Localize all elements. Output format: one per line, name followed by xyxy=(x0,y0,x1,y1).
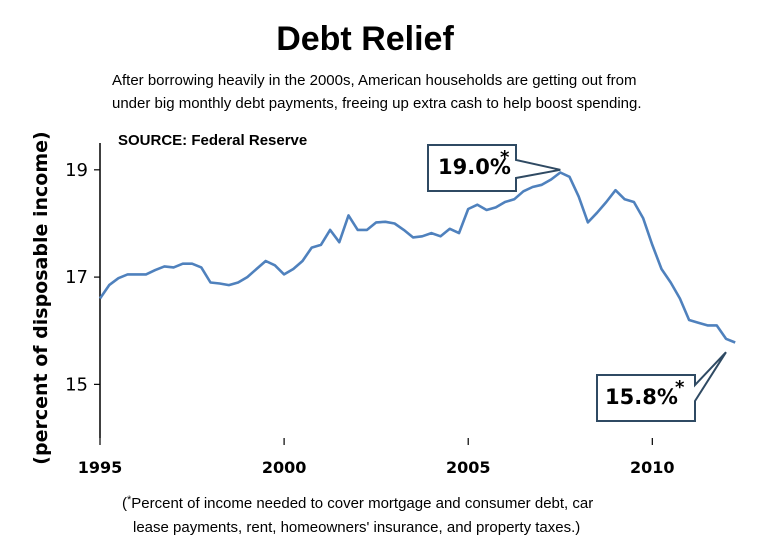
series-line xyxy=(98,171,736,344)
y-axis: 15 17 19 xyxy=(65,160,100,395)
footnote-open-paren: ( xyxy=(122,495,127,512)
chart-subtitle-line-2: under big monthly debt payments, freeing… xyxy=(112,95,642,112)
callout-latest-star: * xyxy=(675,377,685,398)
x-axis: 1995 2000 2005 2010 xyxy=(78,438,675,477)
footnote-line-1: (*Percent of income needed to cover mort… xyxy=(122,494,593,512)
y-tick-label: 15 xyxy=(65,374,88,395)
callout-latest-value: 15.8% xyxy=(605,385,678,409)
y-tick-label: 19 xyxy=(65,160,88,181)
y-axis-label: (percent of disposable income) xyxy=(30,131,52,464)
y-tick-label: 17 xyxy=(65,267,88,288)
footnote-text-1: Percent of income needed to cover mortga… xyxy=(131,495,593,512)
chart-subtitle-line-1: After borrowing heavily in the 2000s, Am… xyxy=(112,72,636,89)
x-tick-label: 2000 xyxy=(262,458,307,477)
chart-title: Debt Relief xyxy=(276,20,454,58)
callout-peak-star: * xyxy=(500,147,510,168)
footnote-star: * xyxy=(127,494,132,506)
callout-latest: 15.8% * xyxy=(596,351,727,422)
x-tick-label: 2010 xyxy=(630,458,675,477)
x-tick-label: 2005 xyxy=(446,458,491,477)
x-tick-label: 1995 xyxy=(78,458,123,477)
footnote-line-2: lease payments, rent, homeowners' insura… xyxy=(133,519,580,536)
callout-peak-box xyxy=(427,144,561,192)
callout-peak: 19.0% * xyxy=(427,144,561,192)
chart-source: SOURCE: Federal Reserve xyxy=(118,132,307,149)
callout-latest-box xyxy=(596,351,727,422)
callout-peak-value: 19.0% xyxy=(438,155,511,179)
